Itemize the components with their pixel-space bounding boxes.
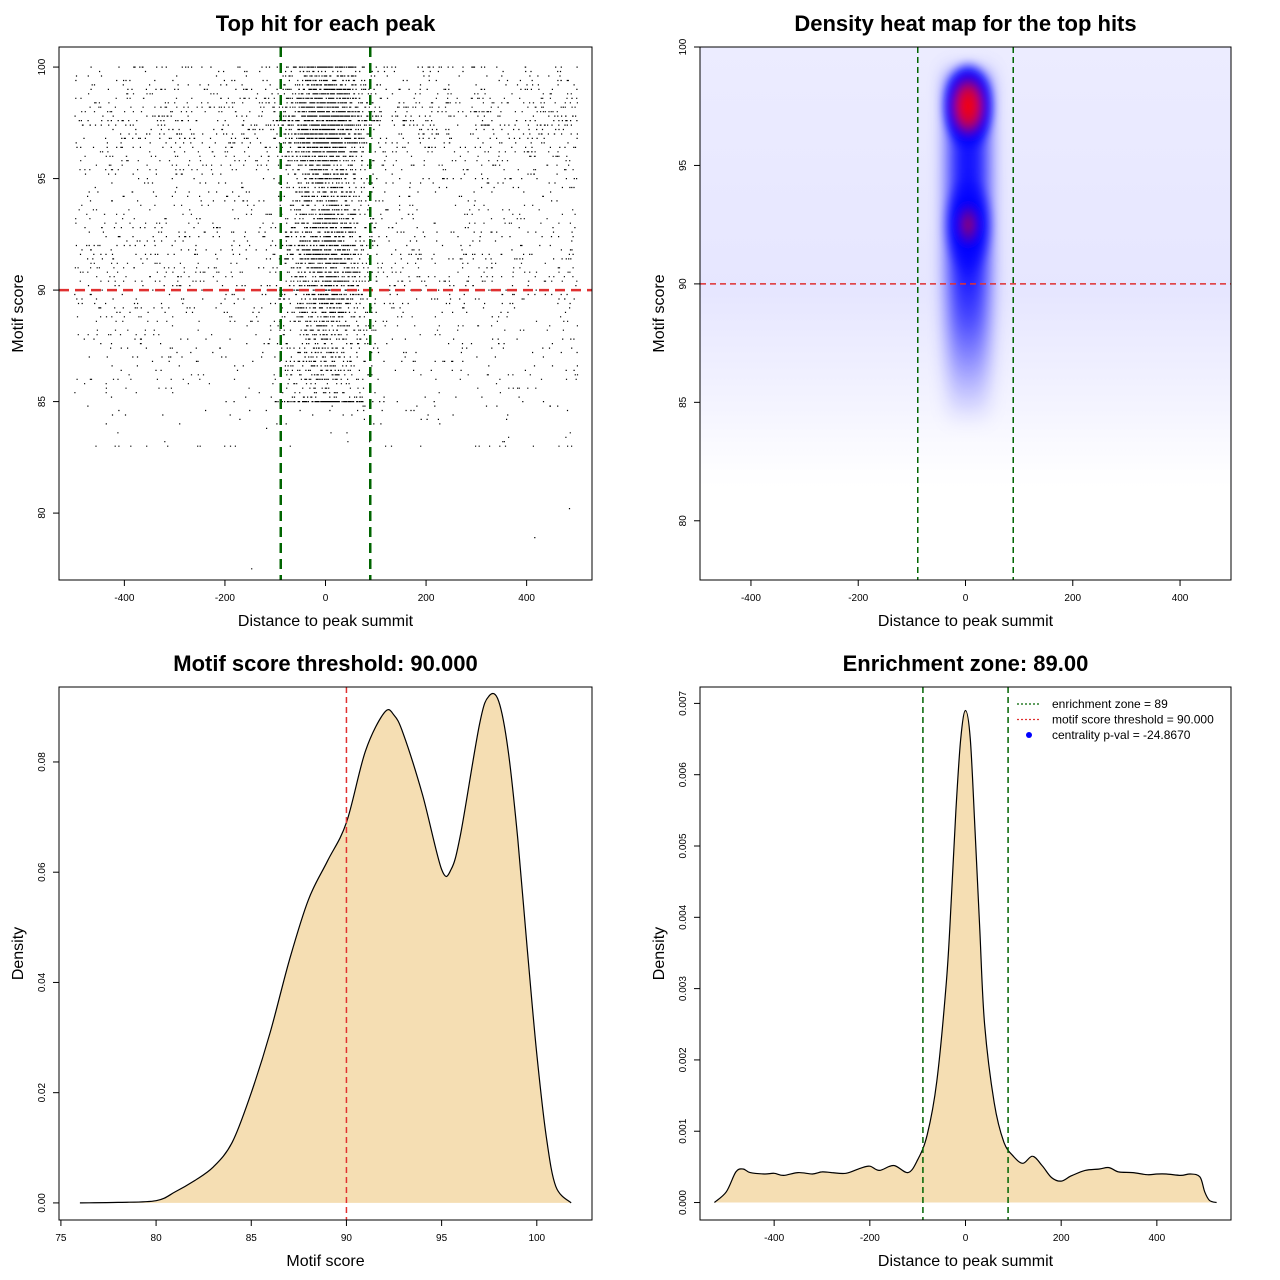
y-tick-label: 0.000 [678, 1190, 689, 1215]
x-tick-label: 75 [55, 1233, 67, 1244]
legend-entry: motif score threshold = 90.000 [1052, 713, 1214, 727]
heatmap-hotspot [942, 174, 995, 275]
y-axis-label: Density [651, 927, 668, 980]
x-tick-label: 400 [1149, 1233, 1166, 1244]
x-tick-label: -400 [741, 593, 761, 604]
chart-title: Top hit for each peak [216, 11, 436, 36]
y-axis-label: Density [10, 927, 27, 980]
heatmap-panel: Density heat map for the top hits Distanc… [651, 11, 1232, 630]
density-curve [79, 692, 572, 1204]
legend-entry: centrality p-val = -24.8670 [1052, 728, 1191, 742]
x-axis-label: Distance to peak summit [238, 613, 414, 630]
y-tick-label: 100 [678, 38, 689, 55]
x-tick-label: 80 [151, 1233, 163, 1244]
scatter-points [74, 66, 579, 570]
x-tick-label: 200 [1064, 593, 1081, 604]
y-tick-label: 85 [678, 396, 689, 408]
density-curve [713, 709, 1217, 1204]
chart-title: Enrichment zone: 89.00 [843, 651, 1089, 676]
plot-frame [58, 686, 593, 1221]
x-tick-label: 0 [323, 593, 329, 604]
x-tick-label: 0 [963, 1233, 969, 1244]
x-tick-label: 0 [963, 593, 969, 604]
x-tick-label: -400 [114, 593, 134, 604]
density-area [714, 710, 1217, 1203]
y-tick-label: 90 [678, 278, 689, 290]
x-tick-label: 85 [246, 1233, 258, 1244]
y-tick-label: 0.003 [678, 976, 689, 1001]
y-tick-label: 80 [678, 515, 689, 527]
y-tick-label: 90 [37, 284, 48, 296]
x-tick-label: -200 [848, 593, 868, 604]
y-tick-label: 95 [37, 173, 48, 185]
x-tick-label: -200 [860, 1233, 880, 1244]
legend-entry: enrichment zone = 89 [1052, 697, 1168, 711]
x-axis-label: Distance to peak summit [878, 613, 1054, 630]
y-tick-label: 0.007 [678, 690, 689, 715]
y-axis-label: Motif score [10, 274, 27, 352]
x-tick-label: -400 [764, 1233, 784, 1244]
y-tick-label: 0.06 [37, 862, 48, 882]
chart-title: Density heat map for the top hits [794, 11, 1136, 36]
scatter-panel: Top hit for each peak Distance to peak su… [10, 11, 593, 630]
y-tick-label: 0.02 [37, 1083, 48, 1103]
x-tick-label: 200 [1053, 1233, 1070, 1244]
x-tick-label: 100 [528, 1233, 545, 1244]
x-axis-label: Motif score [286, 1253, 364, 1270]
heatmap-hotspot [941, 60, 996, 153]
density-area [79, 693, 572, 1203]
y-tick-label: 0.004 [678, 904, 689, 929]
x-tick-label: 90 [341, 1233, 353, 1244]
y-tick-label: 95 [678, 159, 689, 171]
y-tick-label: 0.08 [37, 752, 48, 772]
plot-frame [58, 46, 593, 581]
heatmap-image [700, 47, 1231, 498]
x-tick-label: 95 [436, 1233, 448, 1244]
x-axis-label: Distance to peak summit [878, 1253, 1054, 1270]
y-tick-label: 85 [37, 396, 48, 408]
legend-swatch-dot [1026, 732, 1032, 738]
x-tick-label: 400 [1172, 593, 1189, 604]
y-tick-label: 0.001 [678, 1118, 689, 1143]
y-tick-label: 80 [37, 507, 48, 519]
y-tick-label: 100 [37, 58, 48, 75]
y-axis-label: Motif score [651, 274, 668, 352]
y-tick-label: 0.005 [678, 833, 689, 858]
y-tick-label: 0.04 [37, 972, 48, 992]
x-tick-label: 200 [418, 593, 435, 604]
x-tick-label: 400 [518, 593, 535, 604]
y-tick-label: 0.002 [678, 1047, 689, 1072]
y-tick-label: 0.006 [678, 762, 689, 787]
chart-title: Motif score threshold: 90.000 [173, 651, 477, 676]
x-tick-label: -200 [215, 593, 235, 604]
score-density-panel: Motif score threshold: 90.000 Motif score… [10, 651, 593, 1270]
scatter-point-cloud [74, 66, 579, 570]
distance-density-panel: enrichment zone = 89 motif score threshol… [651, 651, 1232, 1270]
legend: enrichment zone = 89 motif score threshol… [1017, 697, 1214, 742]
y-tick-label: 0.00 [37, 1193, 48, 1213]
